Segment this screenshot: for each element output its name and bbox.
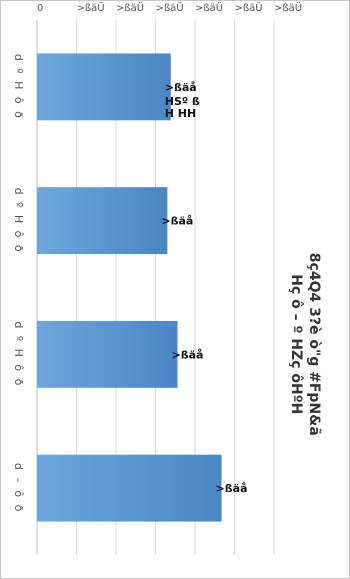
data-label: >ßäå xyxy=(165,81,197,94)
category-label: d º H ô ð xyxy=(12,188,25,254)
data-label: >ßäå xyxy=(216,482,248,495)
y-tick-label: 0 xyxy=(37,3,43,14)
bar xyxy=(37,53,171,121)
y-tick-label: >ßäÜ xyxy=(116,1,144,14)
y-tick-label: >ßäÜ xyxy=(274,1,302,14)
bar xyxy=(37,320,178,388)
x-axis-categories: d º H ô ð d º H ô ð d º H ô ð d – ô ð xyxy=(12,54,25,513)
chart-title-line: 8ç4Q4 3?è ò"g #FpN&ã xyxy=(306,253,322,436)
bar xyxy=(37,454,222,522)
y-tick-label: >ßäÜ xyxy=(156,1,184,14)
y-tick-label: >ßäÜ xyxy=(195,1,223,14)
chart-title-line: Hç ô – º HZç ôHºH xyxy=(288,274,304,414)
chart-title: 8ç4Q4 3?è ò"g #FpN&ãHç ô – º HZç ôHºH xyxy=(288,253,322,436)
y-axis-ticks: 0 >ßäÜ >ßäÜ >ßäÜ >ßäÜ >ßäÜ >ßäÜ xyxy=(37,1,302,14)
bar xyxy=(37,187,168,255)
category-label: d º H ô ð xyxy=(12,321,25,387)
y-tick-label: >ßäÜ xyxy=(235,1,263,14)
category-label: d – ô ð xyxy=(12,463,25,513)
data-label: >ßäå xyxy=(172,348,204,361)
category-label: d º H ô ð xyxy=(12,54,25,120)
data-sublabel: HSº ß xyxy=(165,95,200,108)
data-label: >ßäå xyxy=(161,215,193,228)
y-tick-label: >ßäÜ xyxy=(77,1,105,14)
data-sublabel: H HH xyxy=(165,107,196,120)
